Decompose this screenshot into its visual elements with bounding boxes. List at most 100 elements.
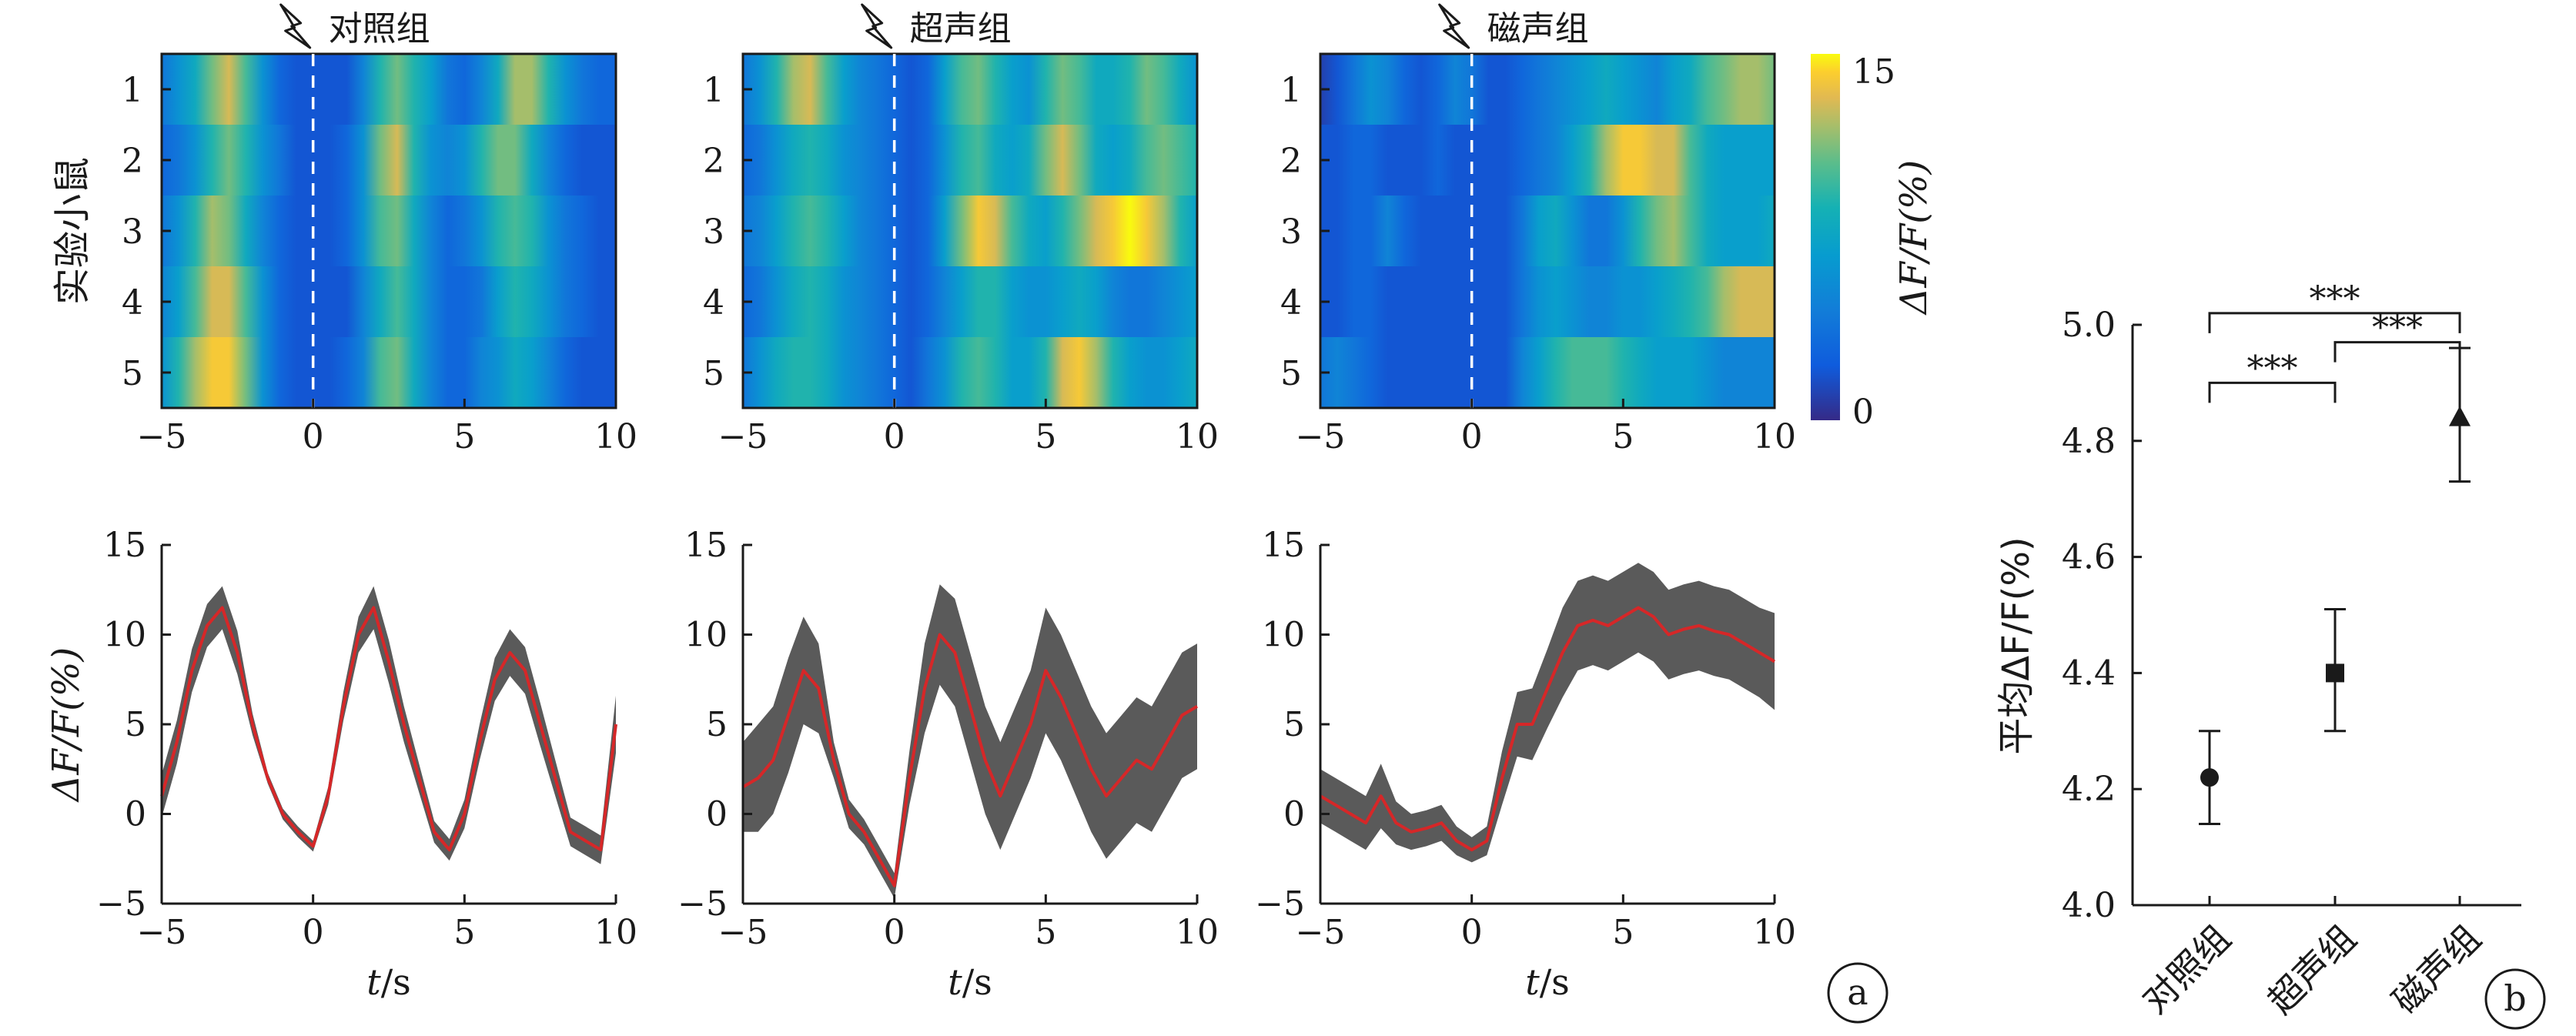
bracket-line bbox=[2333, 341, 2461, 363]
significance-bracket: *** bbox=[2333, 309, 2461, 363]
heatmap-row-5 bbox=[1320, 337, 1775, 409]
x-tick-label: 10 bbox=[1753, 417, 1796, 456]
trace-ylabel: ΔF/F(%) bbox=[45, 647, 88, 804]
heatmap-panel-2: 超声组 1 2 3 4 5 −5 0 5 10 bbox=[703, 3, 1219, 456]
heatmap-row-2 bbox=[743, 125, 1197, 196]
heatmap-title: 对照组 bbox=[329, 9, 430, 48]
x-tick-label: 0 bbox=[884, 417, 905, 456]
row-label: 5 bbox=[1280, 354, 1302, 393]
trace-panel-3: 15 10 5 0 −5−5 0 5 10 t/s bbox=[1255, 526, 1796, 1003]
row-label: 2 bbox=[703, 142, 724, 181]
x-tick-label: −5 bbox=[137, 417, 187, 456]
b-category-label: 对照组 bbox=[2134, 917, 2239, 1022]
row-label: 1 bbox=[703, 71, 724, 110]
row-label: 3 bbox=[703, 212, 724, 252]
x-tick-label: 0 bbox=[884, 913, 905, 952]
x-axis-label-var: t bbox=[1525, 961, 1540, 1003]
mean-marker bbox=[2200, 768, 2219, 787]
b-y-tick-label: 4.0 bbox=[2062, 886, 2116, 925]
y-tick-label: 5 bbox=[706, 705, 728, 744]
x-tick-label: 5 bbox=[1612, 913, 1634, 952]
b-y-tick-label: 4.6 bbox=[2062, 538, 2116, 577]
colorbar: 15 0 ΔF/F(%) bbox=[1811, 52, 1935, 432]
row-label: 2 bbox=[122, 142, 143, 181]
y-tick-label: 0 bbox=[1283, 795, 1305, 834]
mean-marker bbox=[2326, 663, 2344, 683]
sem-band bbox=[1320, 563, 1775, 863]
x-tick-label: 10 bbox=[1176, 913, 1219, 952]
x-tick-label: 5 bbox=[453, 417, 475, 456]
heatmap-title: 磁声组 bbox=[1487, 9, 1589, 48]
row-label: 5 bbox=[703, 354, 724, 393]
bracket-line bbox=[2208, 381, 2337, 403]
heatmap-panels: 对照组 1 2 3 4 5 −5 0 5 10 超声组 1 2 3 4 5 −5 0 5 10 磁声组 1 2 3 4 5 −5 0 5… bbox=[51, 3, 1796, 456]
lightning-icon bbox=[279, 3, 312, 49]
row-label: 4 bbox=[122, 283, 143, 322]
x-tick-label: 0 bbox=[303, 417, 324, 456]
x-tick-label: −5 bbox=[137, 913, 187, 952]
mean-marker bbox=[2449, 406, 2471, 426]
x-axis-label: t/s bbox=[1525, 961, 1570, 1003]
colorbar-label: ΔF/F(%) bbox=[1892, 160, 1935, 316]
heatmap-row-2 bbox=[1320, 125, 1775, 196]
heatmap-title: 超声组 bbox=[910, 9, 1012, 48]
panel-label-text: b bbox=[2504, 978, 2526, 1019]
panel-label-circle bbox=[1827, 962, 1889, 1024]
row-label: 3 bbox=[122, 212, 143, 252]
b-y-tick-label: 4.4 bbox=[2062, 653, 2116, 693]
heatmap-row-4 bbox=[743, 266, 1197, 338]
trace-panel-2: 15 10 5 0 −5−5 0 5 10 t/s bbox=[677, 526, 1219, 1003]
heatmap-row-3 bbox=[162, 196, 616, 267]
b-point-2 bbox=[2324, 607, 2346, 733]
y-tick-label: −5 bbox=[677, 884, 728, 924]
bracket-line bbox=[2208, 312, 2461, 333]
row-label: 2 bbox=[1280, 142, 1302, 181]
panel-label-text: a bbox=[1847, 971, 1868, 1013]
significance-bracket: *** bbox=[2208, 349, 2337, 403]
mean-trace bbox=[741, 633, 1199, 887]
y-tick-label: 10 bbox=[103, 616, 146, 655]
x-axis-label-unit: /s bbox=[381, 961, 411, 1003]
heatmap-row-2 bbox=[162, 125, 616, 196]
b-y-tick-label: 4.8 bbox=[2062, 422, 2116, 461]
colorbar-scale bbox=[1811, 54, 1840, 420]
y-tick-label: 15 bbox=[1262, 526, 1305, 565]
x-tick-label: 10 bbox=[1753, 913, 1796, 952]
heatmap-row-5 bbox=[162, 337, 616, 409]
x-axis-label: t/s bbox=[948, 961, 992, 1003]
x-tick-label: 5 bbox=[453, 913, 475, 952]
heatmap-row-3 bbox=[743, 196, 1197, 267]
heatmap-panel-1: 对照组 1 2 3 4 5 −5 0 5 10 bbox=[122, 3, 637, 456]
b-y-tick-label: 4.2 bbox=[2062, 770, 2116, 809]
trace-panel-1: 15 10 5 0 −5−5 0 5 10 t/s bbox=[96, 526, 637, 1003]
x-tick-label: 0 bbox=[1461, 913, 1483, 952]
row-label: 4 bbox=[1280, 283, 1302, 322]
y-tick-label: 10 bbox=[684, 616, 728, 655]
b-category-label: 磁声组 bbox=[2384, 917, 2489, 1022]
sem-band bbox=[743, 584, 1197, 898]
x-tick-label: −5 bbox=[1296, 417, 1346, 456]
y-tick-label: −5 bbox=[1255, 884, 1305, 924]
x-tick-label: 0 bbox=[303, 913, 324, 952]
y-tick-label: 5 bbox=[1283, 705, 1305, 744]
y-tick-label: 15 bbox=[684, 526, 728, 565]
colorbar-min-label: 0 bbox=[1852, 393, 1874, 432]
heatmap-row-1 bbox=[743, 54, 1197, 125]
y-tick-label: 0 bbox=[125, 795, 146, 834]
panel-b-mean-chart: 4.0 4.2 4.4 4.6 4.8 5.0 平均ΔF/F(%) 对照组 超声组 磁声组 *** *… bbox=[1995, 279, 2521, 1021]
panel-label-a: a bbox=[1827, 962, 1889, 1024]
x-tick-label: −5 bbox=[718, 417, 768, 456]
row-label: 3 bbox=[1280, 212, 1302, 252]
panel-label-b: b bbox=[2484, 968, 2546, 1030]
row-label: 5 bbox=[122, 354, 143, 393]
y-tick-label: −5 bbox=[96, 884, 146, 924]
mean-trace bbox=[1319, 606, 1776, 852]
row-label: 1 bbox=[1280, 71, 1302, 110]
heatmap-panel-3: 磁声组 1 2 3 4 5 −5 0 5 10 bbox=[1280, 3, 1796, 456]
x-axis-label-unit: /s bbox=[962, 961, 992, 1003]
x-tick-label: 10 bbox=[1176, 417, 1219, 456]
b-y-tick-label: 5.0 bbox=[2062, 306, 2116, 345]
heatmap-row-3 bbox=[1320, 196, 1775, 267]
